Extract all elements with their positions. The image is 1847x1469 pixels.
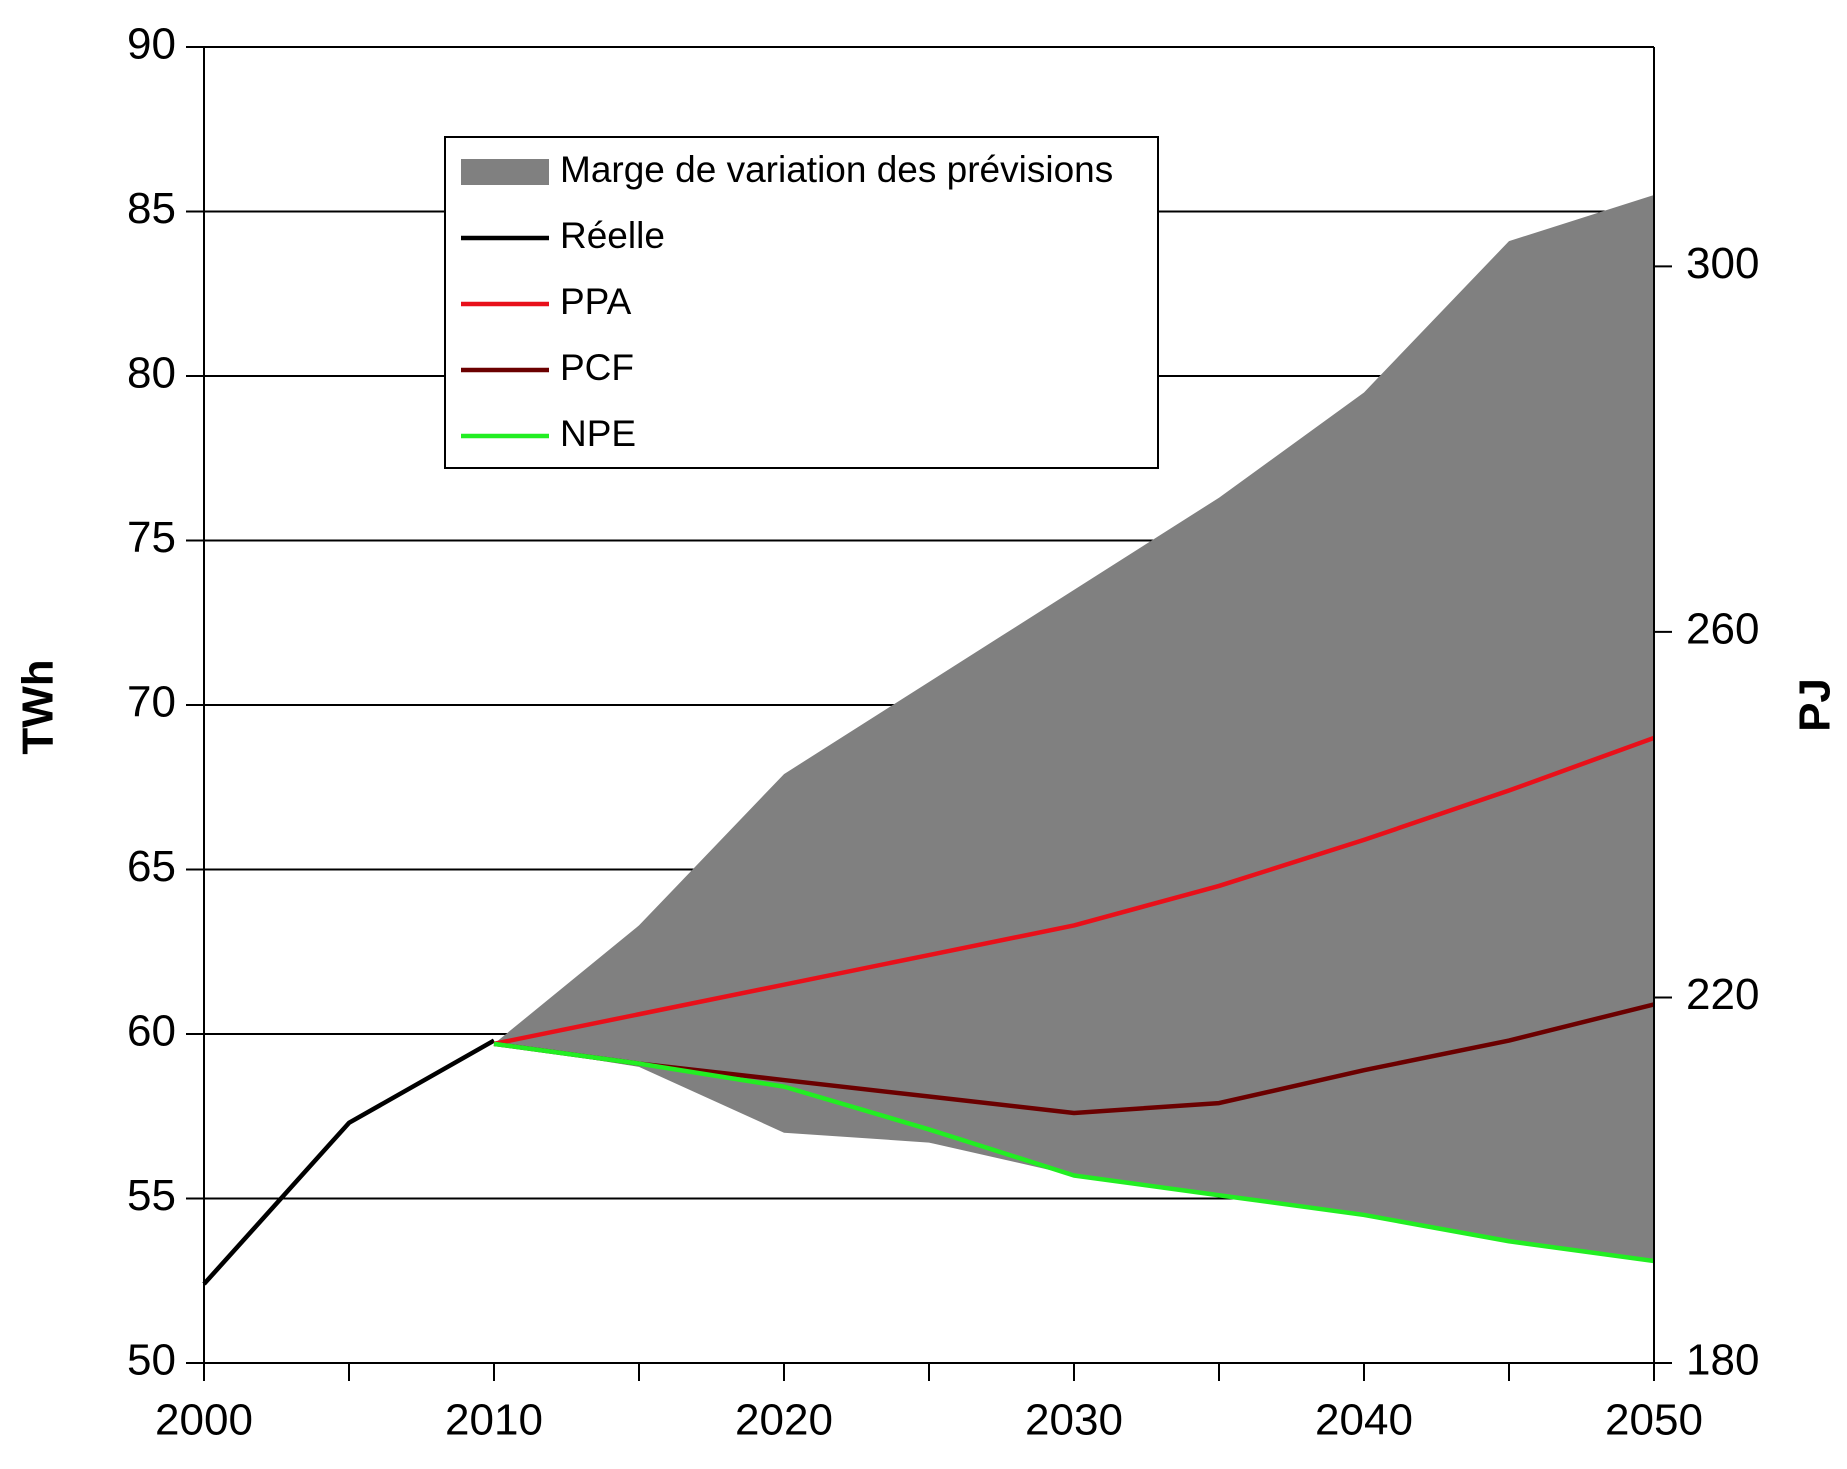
legend-label: PPA — [560, 281, 632, 322]
legend-label: Marge de variation des prévisions — [560, 149, 1113, 190]
y-tick-label: 85 — [127, 184, 176, 233]
x-tick-label: 2010 — [445, 1396, 543, 1445]
y-tick-label: 65 — [127, 842, 176, 891]
x-tick-label: 2000 — [155, 1396, 253, 1445]
y-tick-label: 75 — [127, 513, 176, 562]
x-tick-label: 2040 — [1315, 1396, 1413, 1445]
legend-label: NPE — [560, 413, 636, 454]
y-axis-title: TWh — [14, 659, 63, 754]
series-line — [493, 1041, 1655, 1264]
y-tick-label: 90 — [127, 20, 176, 69]
y-tick-label: 80 — [127, 349, 176, 398]
legend-swatch — [461, 159, 549, 185]
axes: 50 55 60 65 70 75 80 85 90 180 220 260 300 2000 2010 20… — [127, 20, 1759, 1445]
y2-tick-label: 260 — [1686, 605, 1759, 654]
y-tick-label: 55 — [127, 1171, 176, 1220]
y-tick-label: 70 — [127, 678, 176, 727]
forecast-band — [494, 195, 1654, 1262]
y2-tick-label: 180 — [1686, 1336, 1759, 1385]
x-tick-label: 2030 — [1025, 1396, 1123, 1445]
y-tick-label: 60 — [127, 1007, 176, 1056]
legend-box — [444, 136, 1159, 469]
y2-axis-title: PJ — [1791, 678, 1840, 732]
y2-tick-label: 220 — [1686, 970, 1759, 1019]
series-line — [202, 1038, 496, 1286]
plot — [202, 195, 1655, 1286]
y-tick-label: 50 — [127, 1336, 176, 1385]
x-tick-label: 2050 — [1605, 1396, 1703, 1445]
series-line — [493, 735, 1655, 1047]
x-tick-label: 2020 — [735, 1396, 833, 1445]
legend-label: PCF — [560, 347, 634, 388]
legend: Marge de variation des prévisions Réelle P… — [444, 136, 1159, 469]
legend-label: Réelle — [560, 215, 665, 256]
y2-tick-label: 300 — [1686, 239, 1759, 288]
